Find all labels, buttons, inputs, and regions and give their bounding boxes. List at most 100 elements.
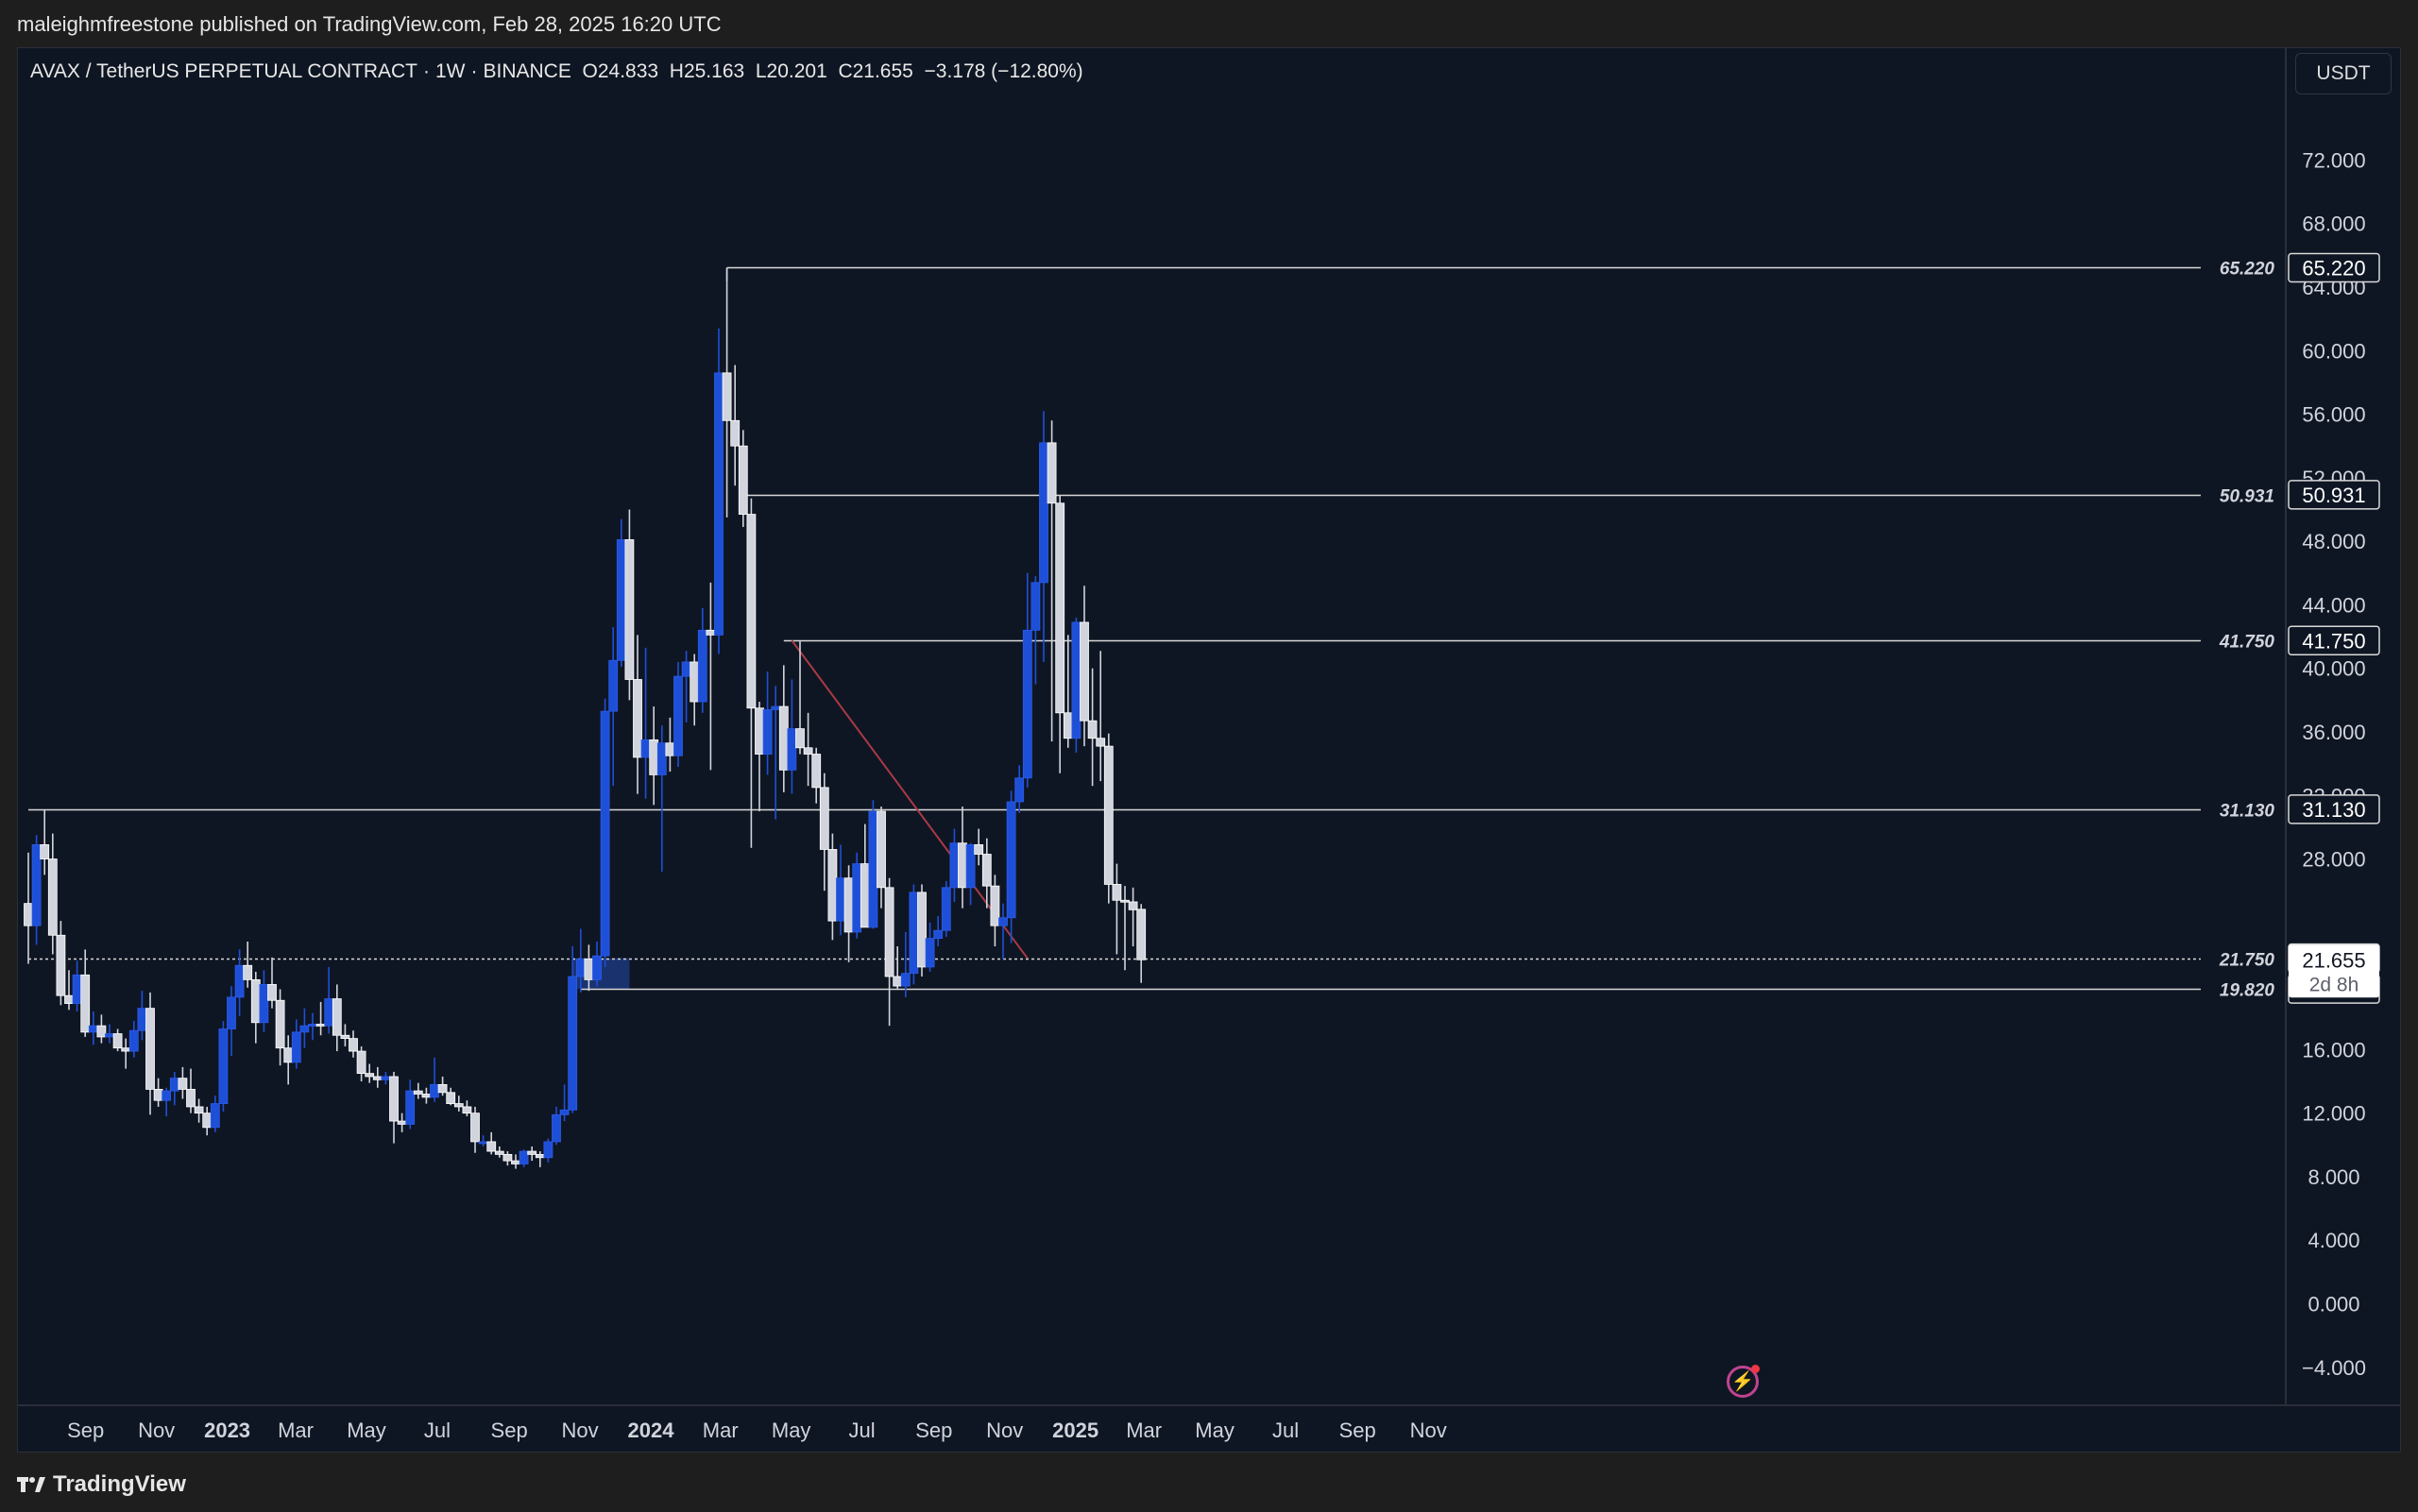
candle[interactable] — [315, 1001, 326, 1036]
candle[interactable] — [1039, 411, 1048, 662]
candle[interactable] — [1080, 586, 1089, 747]
candle[interactable] — [243, 942, 253, 988]
candle[interactable] — [941, 881, 951, 937]
candle[interactable] — [746, 498, 757, 848]
candle[interactable] — [852, 852, 862, 939]
candle[interactable] — [340, 1024, 350, 1047]
candle[interactable] — [909, 884, 919, 985]
candle[interactable] — [690, 654, 700, 726]
candle[interactable] — [771, 686, 781, 820]
candle[interactable] — [389, 1071, 399, 1144]
candle[interactable] — [1103, 733, 1114, 904]
candle[interactable] — [308, 1012, 317, 1041]
candle[interactable] — [259, 970, 269, 1032]
candle[interactable] — [738, 430, 748, 528]
candle[interactable] — [640, 647, 651, 799]
candle[interactable] — [397, 1113, 407, 1132]
legend-symbol[interactable]: AVAX / TetherUS PERPETUAL CONTRACT — [30, 60, 417, 82]
candle[interactable] — [949, 828, 960, 902]
candle[interactable] — [600, 698, 610, 967]
candle[interactable] — [453, 1096, 464, 1112]
candle[interactable] — [349, 1030, 358, 1058]
candle[interactable] — [1112, 863, 1122, 955]
candle[interactable] — [470, 1106, 480, 1153]
candle[interactable] — [210, 1096, 220, 1132]
trendline[interactable] — [791, 639, 1029, 960]
price-axis-tag[interactable]: 31.130 — [2288, 794, 2380, 824]
candle[interactable] — [88, 1011, 98, 1045]
candle[interactable] — [624, 509, 635, 701]
candle[interactable] — [1047, 420, 1057, 742]
candle[interactable] — [267, 957, 277, 1009]
candle[interactable] — [552, 1106, 561, 1146]
candle[interactable] — [981, 838, 992, 909]
candle[interactable] — [665, 717, 675, 773]
candle[interactable] — [511, 1154, 520, 1169]
candle[interactable] — [96, 1014, 107, 1044]
candle[interactable] — [128, 1021, 139, 1058]
candle[interactable] — [917, 884, 927, 977]
candle[interactable] — [1055, 495, 1065, 773]
candle[interactable] — [1022, 572, 1032, 788]
candle[interactable] — [299, 1008, 310, 1048]
candle[interactable] — [649, 706, 659, 806]
candle[interactable] — [218, 1021, 229, 1112]
candle[interactable] — [227, 986, 236, 1057]
price-axis-tag[interactable]: 65.220 — [2288, 252, 2380, 283]
candle[interactable] — [486, 1131, 497, 1155]
candle[interactable] — [194, 1098, 204, 1123]
candle[interactable] — [1087, 668, 1098, 787]
candle[interactable] — [787, 679, 797, 794]
candle[interactable] — [673, 661, 683, 767]
candle[interactable] — [72, 960, 82, 1012]
candle[interactable] — [730, 365, 741, 486]
candle[interactable] — [1120, 886, 1130, 971]
candle[interactable] — [169, 1071, 179, 1106]
candle[interactable] — [178, 1066, 188, 1099]
candle[interactable] — [819, 773, 829, 892]
candle[interactable] — [559, 1084, 570, 1122]
candle[interactable] — [795, 641, 805, 755]
candle[interactable] — [965, 842, 976, 906]
candle[interactable] — [24, 852, 33, 964]
candle[interactable] — [462, 1100, 472, 1117]
price-axis-tag[interactable]: 50.931 — [2288, 480, 2380, 510]
candle[interactable] — [381, 1071, 391, 1085]
chart-pane[interactable] — [17, 47, 2401, 1453]
candle[interactable] — [535, 1151, 545, 1167]
candle[interactable] — [616, 518, 626, 668]
candle[interactable] — [697, 607, 707, 713]
candle[interactable] — [324, 966, 334, 1034]
price-axis-tag[interactable]: 41.750 — [2288, 625, 2380, 656]
candle[interactable] — [234, 949, 245, 1017]
candle[interactable] — [291, 1019, 301, 1069]
candle[interactable] — [755, 702, 764, 812]
candle[interactable] — [860, 824, 870, 928]
candle[interactable] — [162, 1087, 172, 1117]
candle[interactable] — [527, 1146, 537, 1162]
candle[interactable] — [1063, 635, 1073, 748]
candle[interactable] — [974, 828, 984, 866]
candle[interactable] — [990, 875, 1000, 947]
candle[interactable] — [1030, 576, 1041, 685]
candle[interactable] — [112, 1028, 123, 1052]
candle[interactable] — [884, 877, 894, 1027]
candle[interactable] — [137, 991, 147, 1041]
candle[interactable] — [405, 1079, 416, 1130]
candle[interactable] — [893, 946, 903, 990]
candle[interactable] — [958, 807, 967, 909]
candle[interactable] — [356, 1046, 366, 1082]
candle[interactable] — [1014, 765, 1025, 813]
candle[interactable] — [519, 1149, 529, 1167]
candle[interactable] — [543, 1138, 553, 1163]
candle[interactable] — [633, 635, 642, 794]
candle[interactable] — [275, 989, 285, 1066]
candle[interactable] — [105, 1024, 114, 1044]
candle[interactable] — [153, 1078, 163, 1107]
candle[interactable] — [1071, 617, 1081, 753]
candle[interactable] — [437, 1076, 448, 1096]
candle[interactable] — [145, 992, 155, 1115]
candle[interactable] — [722, 267, 732, 518]
candle[interactable] — [568, 946, 578, 1113]
